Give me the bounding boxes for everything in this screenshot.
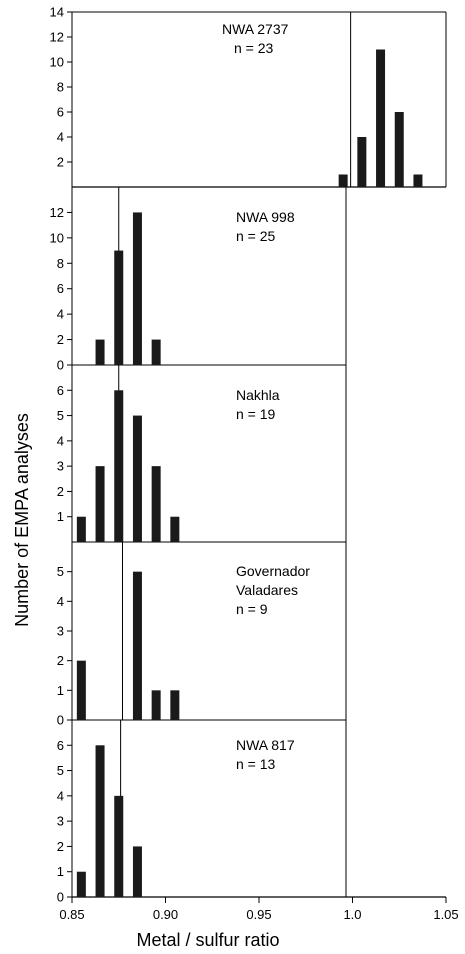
y-tick-label-nwa-998-4: 4 [57, 307, 64, 322]
y-tick-label-governador-valadares-3: 3 [57, 624, 64, 639]
y-tick-label-nwa-998-6: 6 [57, 281, 64, 296]
panel-frame-nakhla [71, 364, 347, 543]
y-tick-label-nwa-817-4: 4 [57, 788, 64, 803]
y-tick-label-nwa-998-12: 12 [50, 205, 64, 220]
y-tick-label-governador-valadares-0: 0 [57, 713, 64, 728]
bar-governador-valadares-3 [170, 690, 180, 720]
bar-nwa-817-0 [76, 871, 86, 897]
y-tick-label-nwa-998-0: 0 [57, 358, 64, 373]
y-tick-label-nwa-817-3: 3 [57, 814, 64, 829]
panel-count-governador-valadares: n = 9 [236, 601, 268, 617]
panel-count-nwa-817: n = 13 [236, 756, 276, 772]
bar-nakhla-5 [170, 516, 180, 542]
y-tick-label-nwa-2737-4: 4 [57, 130, 64, 145]
bar-nwa-998-1 [114, 250, 124, 365]
panel-count-nwa-998: n = 25 [236, 228, 276, 244]
panel-frame-nwa-998 [71, 186, 347, 366]
x-tick-label-2: 0.95 [246, 907, 271, 922]
y-tick-label-nakhla-5: 5 [57, 408, 64, 423]
y-tick-label-nakhla-3: 3 [57, 459, 64, 474]
y-tick-label-nakhla-6: 6 [57, 383, 64, 398]
y-tick-label-nwa-817-5: 5 [57, 763, 64, 778]
panel-name-governador-valadares-line-0: Governador [236, 563, 310, 579]
x-tick-label-4: 1.05 [433, 907, 458, 922]
bar-nakhla-0 [76, 516, 86, 542]
y-tick-label-nwa-817-1: 1 [57, 864, 64, 879]
bar-nwa-2737-4 [413, 174, 423, 187]
y-tick-label-nwa-817-0: 0 [57, 890, 64, 905]
bar-nwa-2737-1 [357, 137, 367, 187]
bar-nwa-2737-3 [394, 112, 404, 187]
panel-frame-nwa-817 [71, 719, 347, 898]
y-tick-label-nwa-2737-12: 12 [50, 30, 64, 45]
panel-count-nakhla: n = 19 [236, 406, 276, 422]
panel-count-nwa-2737: n = 23 [234, 40, 274, 56]
y-tick-label-nwa-2737-14: 14 [50, 5, 64, 20]
y-tick-label-nakhla-4: 4 [57, 433, 64, 448]
panel-name-nakhla: Nakhla [236, 387, 280, 403]
panel-name-nwa-998: NWA 998 [236, 209, 295, 225]
y-tick-label-governador-valadares-5: 5 [57, 564, 64, 579]
y-tick-label-nwa-2737-10: 10 [50, 55, 64, 70]
bar-nakhla-2 [114, 390, 124, 542]
y-tick-label-nwa-998-8: 8 [57, 256, 64, 271]
y-tick-label-nwa-998-10: 10 [50, 230, 64, 245]
bar-nwa-2737-2 [376, 49, 386, 187]
x-tick-label-1: 0.90 [153, 907, 178, 922]
y-tick-label-nwa-2737-2: 2 [57, 155, 64, 170]
bar-nwa-998-0 [95, 339, 105, 365]
bar-nwa-998-2 [132, 212, 142, 365]
x-axis-title: Metal / sulfur ratio [136, 930, 279, 950]
bar-governador-valadares-1 [132, 571, 142, 720]
bar-governador-valadares-0 [76, 660, 86, 720]
panel-name-governador-valadares-line-1: Valadares [236, 582, 298, 598]
y-tick-label-nwa-2737-6: 6 [57, 105, 64, 120]
bars [76, 49, 423, 897]
panel-name-nwa-2737: NWA 2737 [222, 21, 289, 37]
bar-governador-valadares-2 [151, 690, 161, 720]
y-tick-label-governador-valadares-4: 4 [57, 594, 64, 609]
panel-name-nwa-817: NWA 817 [236, 737, 295, 753]
bar-nwa-817-1 [95, 745, 105, 897]
x-tick-label-3: 1.0 [343, 907, 361, 922]
bar-nwa-817-3 [132, 846, 142, 897]
y-axis-title: Number of EMPA analyses [12, 413, 32, 627]
bar-nakhla-1 [95, 466, 105, 542]
bar-nwa-998-3 [151, 339, 161, 365]
y-tick-label-nwa-817-6: 6 [57, 738, 64, 753]
bar-nakhla-4 [151, 466, 161, 542]
x-tick-label-0: 0.85 [59, 907, 84, 922]
y-tick-label-nwa-2737-8: 8 [57, 80, 64, 95]
y-tick-label-nakhla-2: 2 [57, 484, 64, 499]
y-tick-label-nwa-817-2: 2 [57, 839, 64, 854]
y-tick-label-nwa-998-2: 2 [57, 332, 64, 347]
y-tick-label-governador-valadares-2: 2 [57, 653, 64, 668]
y-tick-label-governador-valadares-1: 1 [57, 683, 64, 698]
bar-nwa-817-2 [114, 795, 124, 897]
bar-nakhla-3 [132, 415, 142, 542]
y-tick-label-nakhla-1: 1 [57, 509, 64, 524]
bar-nwa-2737-0 [338, 174, 348, 187]
